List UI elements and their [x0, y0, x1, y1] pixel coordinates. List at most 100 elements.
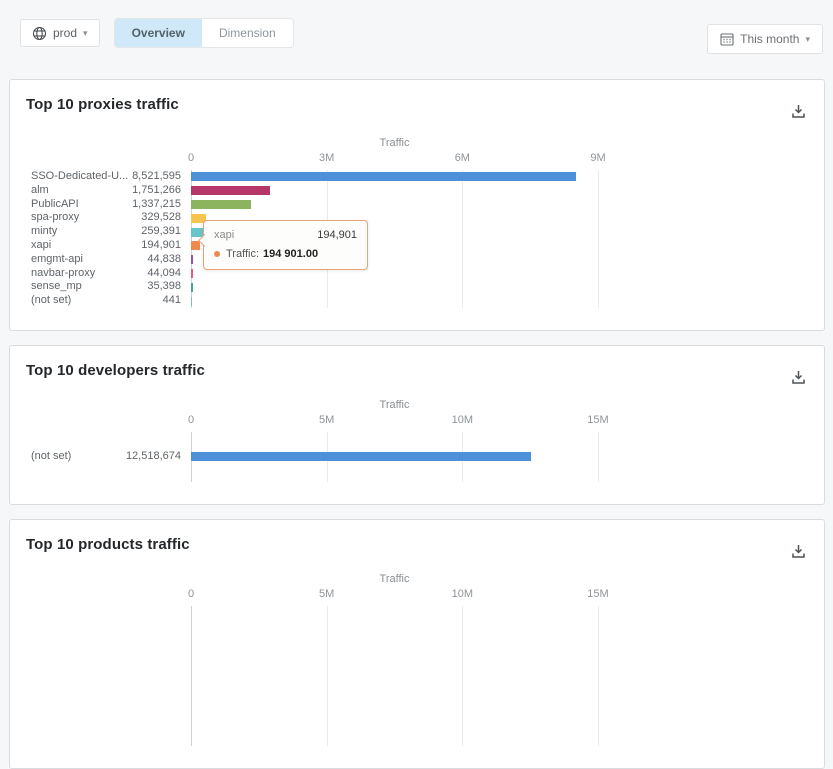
card-top-proxies-traffic: Top 10 proxies traffic Traffic 0 3M 6M 9M S… [9, 79, 825, 331]
tooltip-series-label: Traffic: [226, 248, 259, 260]
bar-SSO-Dedicated-U...[interactable] [191, 172, 576, 181]
x-tick-10M: 10M [452, 414, 473, 426]
category-label: SSO-Dedicated-U... [31, 170, 128, 184]
y-axis-line [191, 606, 192, 746]
series-dot-icon [214, 251, 220, 257]
gridline-15M [598, 606, 599, 746]
bar-minty[interactable] [191, 228, 203, 237]
bar-chart-developers: Traffic 0 5M 10M 15M (not set) 12,518,674 [26, 399, 808, 482]
chevron-down-icon: ▾ [83, 29, 88, 38]
category-value: 1,751,266 [132, 184, 181, 198]
tooltip-series-value: 194 901.00 [263, 248, 318, 260]
category-label: (not set) [31, 450, 71, 464]
category-value: 8,521,595 [132, 170, 181, 184]
calendar-icon [720, 32, 734, 46]
category-label: spa-proxy [31, 211, 79, 225]
card-title: Top 10 developers traffic [26, 362, 808, 379]
category-label: alm [31, 184, 49, 198]
row-alm: alm 1,751,266 [31, 184, 181, 198]
category-value: 259,391 [141, 225, 181, 239]
category-label: xapi [31, 239, 51, 253]
bar-sense_mp[interactable] [191, 283, 193, 292]
row-(not set): (not set) 441 [31, 294, 181, 308]
plot-area: xapi 194,901 Traffic: 194 901.00 [191, 170, 598, 308]
card-title: Top 10 products traffic [26, 536, 808, 553]
bar-row [191, 280, 598, 294]
bar-row [191, 450, 598, 464]
row-sense_mp: sense_mp 35,398 [31, 280, 181, 294]
bar-alm[interactable] [191, 186, 270, 195]
category-label: (not set) [31, 294, 71, 308]
bar-(not set)[interactable] [191, 452, 531, 461]
row-spa-proxy: spa-proxy 329,528 [31, 211, 181, 225]
category-value: 44,094 [147, 267, 181, 281]
card-title: Top 10 proxies traffic [26, 96, 808, 113]
row-PublicAPI: PublicAPI 1,337,215 [31, 198, 181, 212]
category-value: 35,398 [147, 280, 181, 294]
tab-dimension[interactable]: Dimension [202, 19, 293, 47]
x-tick-0: 0 [188, 152, 194, 164]
x-axis-title: Traffic [191, 399, 598, 411]
category-label: emgmt-api [31, 253, 83, 267]
category-label-column: (not set) 12,518,674 [26, 432, 191, 482]
x-axis-title: Traffic [191, 573, 598, 585]
category-value: 194,901 [141, 239, 181, 253]
gridline-5M [327, 606, 328, 746]
category-label: sense_mp [31, 280, 82, 294]
plot-area [191, 606, 598, 746]
download-icon[interactable] [790, 102, 808, 120]
tab-overview[interactable]: Overview [115, 19, 202, 47]
row-(not set): (not set) 12,518,674 [31, 450, 181, 464]
category-value: 441 [163, 294, 181, 308]
gridline-10M [462, 606, 463, 746]
bar-row [191, 184, 598, 198]
card-top-developers-traffic: Top 10 developers traffic Traffic 0 5M 10M… [9, 345, 825, 505]
date-range-selector[interactable]: This month ▾ [707, 24, 823, 54]
date-range-label: This month [740, 32, 799, 46]
tooltip-category: xapi [214, 229, 234, 241]
x-tick-9M: 9M [590, 152, 605, 164]
category-value: 329,528 [141, 211, 181, 225]
dashboard: Top 10 proxies traffic Traffic 0 3M 6M 9M S… [0, 54, 833, 769]
topbar: prod ▾ Overview Dimension This month ▾ [0, 0, 833, 54]
category-label: navbar-proxy [31, 267, 95, 281]
category-value: 12,518,674 [126, 450, 181, 464]
bar-row [191, 198, 598, 212]
x-tick-15M: 15M [587, 414, 608, 426]
environment-selector[interactable]: prod ▾ [20, 19, 100, 47]
tooltip-value: 194,901 [317, 229, 357, 241]
globe-icon [32, 26, 47, 41]
category-label-column [26, 606, 191, 746]
x-tick-6M: 6M [455, 152, 470, 164]
download-icon[interactable] [790, 542, 808, 560]
chevron-down-icon: ▾ [805, 35, 810, 44]
x-tick-5M: 5M [319, 588, 334, 600]
x-tick-5M: 5M [319, 414, 334, 426]
x-axis-title: Traffic [191, 137, 598, 149]
gridline-15M [598, 432, 599, 482]
bar-emgmt-api[interactable] [191, 255, 193, 264]
x-tick-0: 0 [188, 588, 194, 600]
x-tick-3M: 3M [319, 152, 334, 164]
row-SSO-Dedicated-U...: SSO-Dedicated-U... 8,521,595 [31, 170, 181, 184]
row-xapi: xapi 194,901 [31, 239, 181, 253]
bar-row [191, 294, 598, 308]
bar-PublicAPI[interactable] [191, 200, 251, 209]
plot-area [191, 432, 598, 482]
x-tick-10M: 10M [452, 588, 473, 600]
category-value: 1,337,215 [132, 198, 181, 212]
category-label: PublicAPI [31, 198, 79, 212]
bar-xapi[interactable] [191, 241, 200, 250]
bar-navbar-proxy[interactable] [191, 269, 193, 278]
download-icon[interactable] [790, 368, 808, 386]
row-navbar-proxy: navbar-proxy 44,094 [31, 267, 181, 281]
x-tick-0: 0 [188, 414, 194, 426]
